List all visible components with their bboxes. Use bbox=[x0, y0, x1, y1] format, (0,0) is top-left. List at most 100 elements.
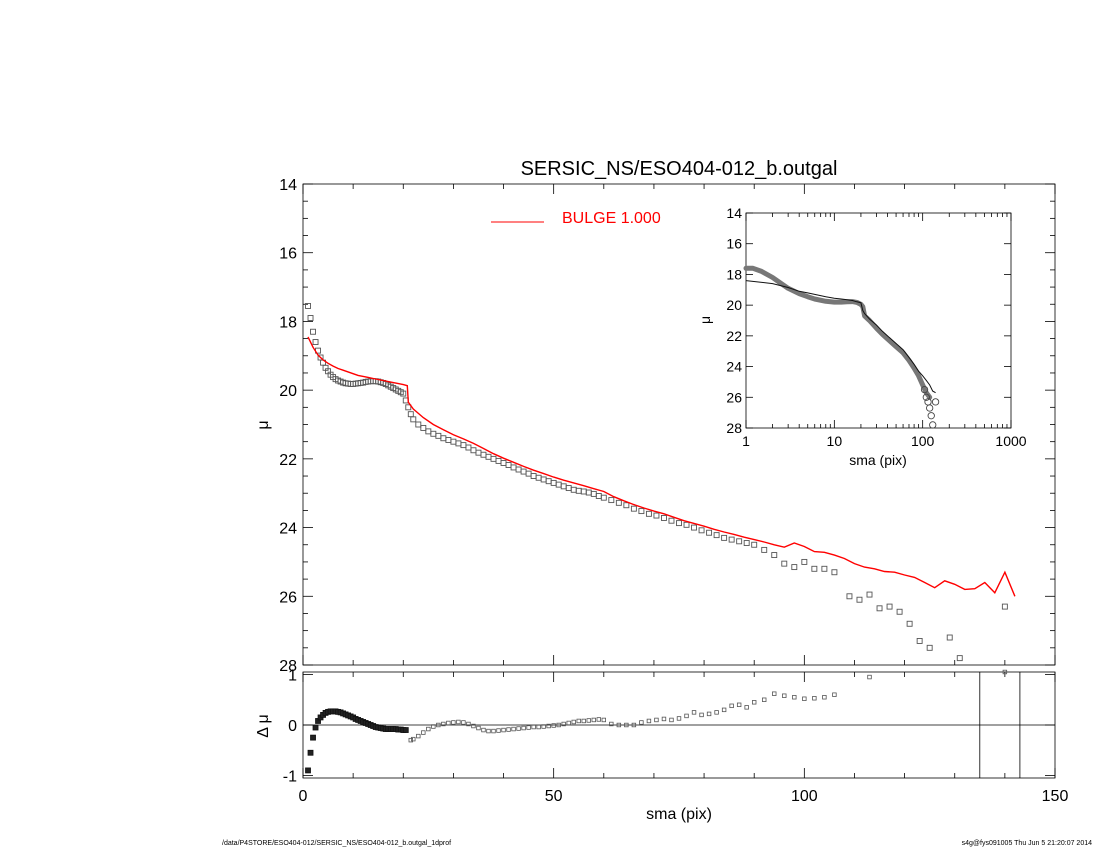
main-data-point bbox=[821, 565, 828, 572]
residual-data-point bbox=[1002, 669, 1008, 675]
main-data-point bbox=[743, 540, 750, 546]
residual-data-point bbox=[408, 737, 413, 743]
residual-data-point bbox=[596, 717, 601, 722]
residual-data-point bbox=[436, 722, 441, 728]
main-data-point bbox=[866, 591, 873, 598]
residual-data-point bbox=[601, 717, 606, 723]
footer-path: /data/P4STORE/ESO404-012/SERSIC_NS/ESO40… bbox=[222, 840, 452, 847]
main-data-point bbox=[706, 529, 713, 536]
residual-data-point bbox=[456, 719, 461, 725]
main-y-tick-label: 22 bbox=[279, 452, 297, 469]
inset-x-tick-label: 1000 bbox=[995, 433, 1026, 449]
residual-data-point bbox=[624, 722, 629, 728]
main-data-point bbox=[906, 620, 913, 627]
residual-y-tick-label: 0 bbox=[288, 718, 297, 735]
residual-data-point bbox=[546, 723, 551, 729]
residual-data-point bbox=[699, 712, 704, 718]
main-data-point bbox=[460, 442, 467, 449]
residual-data-point bbox=[802, 696, 807, 701]
main-data-point bbox=[310, 328, 316, 335]
main-data-point bbox=[525, 470, 532, 477]
residual-data-point bbox=[832, 692, 837, 697]
main-data-point bbox=[520, 468, 527, 475]
residual-data-point bbox=[556, 722, 561, 728]
x-tick-label: 100 bbox=[791, 788, 818, 805]
residual-data-point bbox=[446, 720, 451, 726]
main-data-point bbox=[435, 432, 442, 439]
main-y-tick-label: 14 bbox=[279, 177, 297, 194]
residual-data-point bbox=[867, 674, 872, 680]
residual-data-point bbox=[411, 736, 416, 742]
main-data-point bbox=[505, 462, 512, 468]
inset-x-tick-label: 1 bbox=[742, 433, 750, 449]
main-data-point bbox=[630, 505, 637, 512]
main-data-point bbox=[831, 569, 838, 576]
residual-data-point bbox=[744, 705, 749, 710]
x-axis-label: sma (pix) bbox=[646, 806, 712, 823]
main-data-point bbox=[445, 437, 452, 443]
residual-data-point bbox=[421, 730, 426, 735]
inset-x-tick-label: 100 bbox=[911, 433, 935, 449]
footer-timestamp: s4g@fys091005 Thu Jun 5 21:20:07 2014 bbox=[961, 840, 1092, 847]
residual-data-point bbox=[566, 720, 571, 726]
main-data-point bbox=[575, 487, 582, 494]
residual-data-point bbox=[654, 717, 659, 723]
main-data-point bbox=[811, 565, 818, 572]
residual-data-point bbox=[752, 700, 757, 705]
main-data-point bbox=[307, 315, 314, 321]
residual-data-point bbox=[402, 727, 409, 733]
inset-outer-point bbox=[927, 412, 935, 420]
main-data-point bbox=[440, 435, 447, 442]
residual-data-point bbox=[706, 711, 712, 717]
residual-data-point bbox=[591, 717, 596, 723]
main-data-point bbox=[668, 517, 675, 524]
main-data-point bbox=[801, 558, 808, 565]
main-data-point bbox=[515, 466, 522, 473]
residual-data-point bbox=[762, 697, 767, 702]
main-data-point bbox=[1001, 603, 1008, 610]
main-data-point bbox=[475, 449, 482, 456]
main-data-point bbox=[615, 499, 622, 506]
inset-y-tick-label: 24 bbox=[726, 359, 742, 375]
residual-data-point bbox=[416, 733, 421, 739]
main-data-point bbox=[470, 447, 477, 454]
residual-data-point bbox=[451, 720, 456, 725]
residual-data-point bbox=[631, 722, 637, 728]
residual-data-point bbox=[721, 707, 727, 713]
x-tick-label: 0 bbox=[299, 788, 308, 805]
main-data-point bbox=[691, 524, 697, 531]
legend-label-bulge: BULGE 1.000 bbox=[562, 210, 661, 227]
main-data-point bbox=[846, 593, 853, 600]
residual-data-point bbox=[441, 721, 446, 727]
residual-data-point bbox=[481, 727, 486, 733]
main-data-point bbox=[580, 488, 587, 495]
bulge-model-line bbox=[307, 336, 1016, 597]
main-data-point bbox=[590, 490, 597, 497]
main-data-point bbox=[555, 481, 562, 488]
main-data-point bbox=[608, 497, 615, 504]
main-data-point bbox=[946, 634, 953, 641]
main-data-point bbox=[886, 603, 893, 610]
residual-data-point bbox=[782, 693, 787, 698]
residual-data-point bbox=[536, 724, 541, 730]
residual-data-point bbox=[639, 720, 644, 725]
inset-y-tick-label: 28 bbox=[726, 420, 742, 436]
main-y-tick-label: 24 bbox=[279, 521, 297, 538]
residual-data-point bbox=[812, 696, 817, 701]
main-data-point bbox=[623, 502, 630, 509]
residual-data-point bbox=[531, 724, 536, 730]
residual-data-point bbox=[312, 724, 319, 731]
residual-data-point bbox=[496, 728, 501, 733]
inset-y-axis-label: μ bbox=[697, 316, 713, 324]
main-data-point bbox=[728, 536, 735, 543]
main-data-point bbox=[771, 552, 778, 559]
inset-y-tick-label: 26 bbox=[726, 389, 742, 405]
main-data-point bbox=[405, 404, 412, 411]
residual-data-point bbox=[501, 727, 506, 733]
residual-data-point bbox=[792, 695, 797, 700]
main-data-point bbox=[956, 655, 963, 662]
main-data-point bbox=[465, 444, 472, 451]
main-data-point bbox=[530, 473, 537, 479]
x-tick-label: 150 bbox=[1042, 788, 1069, 805]
